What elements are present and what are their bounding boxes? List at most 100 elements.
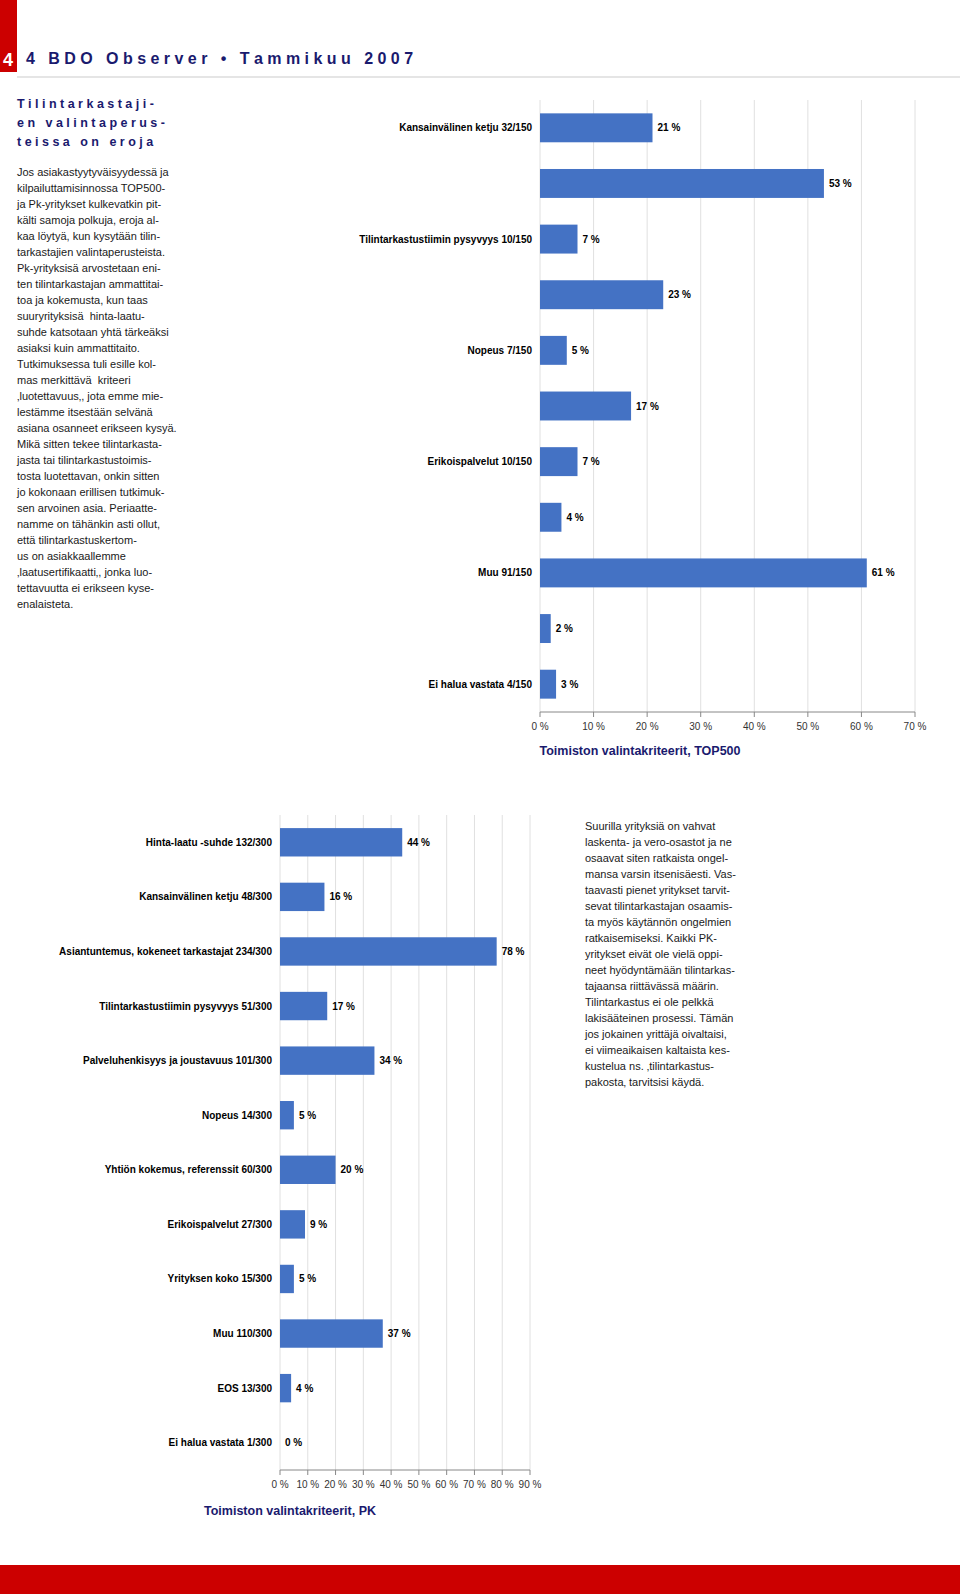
bar [540, 336, 567, 365]
x-axis-line [540, 712, 915, 713]
tick-mark [474, 1470, 475, 1475]
tick-label: 90 % [519, 1479, 542, 1490]
tick-label: 20 % [324, 1479, 347, 1490]
grid-line [391, 815, 392, 1470]
data-label: 78 % [502, 946, 525, 957]
tick-label: 60 % [435, 1479, 458, 1490]
grid-line [530, 815, 531, 1470]
category-label: Hinta-laatu -suhde 132/300 [146, 837, 273, 848]
data-label: 4 % [566, 512, 583, 523]
data-label: 9 % [310, 1219, 327, 1230]
bar [540, 169, 824, 198]
footer-bar [0, 1565, 960, 1594]
grid-line [418, 815, 419, 1470]
bar [540, 392, 631, 421]
grid-line [307, 815, 308, 1470]
left-body: Jos asiakastyytyväisyydessä jakilpailutt… [16, 166, 177, 610]
tick-mark [915, 712, 916, 717]
data-label: 4 % [296, 1383, 313, 1394]
bar [280, 1429, 281, 1457]
tick-mark [363, 1470, 364, 1475]
data-label: 17 % [636, 401, 659, 412]
left-title: t e i s s a o n e r o j a [17, 135, 154, 149]
tick-label: 10 % [582, 721, 605, 732]
bar [280, 1265, 294, 1293]
bar [540, 558, 867, 587]
data-label: 61 % [872, 567, 895, 578]
right-body: Suurilla yrityksiä on vahvatlaskenta- ja… [584, 820, 736, 1088]
tick-mark [307, 1470, 308, 1475]
bar [540, 447, 578, 476]
tick-label: 70 % [463, 1479, 486, 1490]
bar [540, 225, 578, 254]
data-label: 53 % [829, 178, 852, 189]
bar [540, 503, 561, 532]
tick-label: 40 % [743, 721, 766, 732]
category-label: EOS 13/300 [218, 1383, 273, 1394]
grid-line [861, 100, 862, 712]
tick-mark [502, 1470, 503, 1475]
bar [280, 1374, 291, 1402]
category-label: Kansainvälinen ketju 48/300 [139, 891, 272, 902]
tick-mark [391, 1470, 392, 1475]
data-label: 3 % [561, 679, 578, 690]
grid-line [502, 815, 503, 1470]
tick-mark [861, 712, 862, 717]
tick-mark [700, 712, 701, 717]
grid-line [280, 815, 281, 1470]
bar [540, 113, 653, 142]
tick-label: 10 % [296, 1479, 319, 1490]
category-label: Erikoispalvelut 10/150 [427, 456, 532, 467]
bar [280, 1046, 374, 1074]
tick-label: 50 % [796, 721, 819, 732]
bars [280, 828, 497, 1402]
data-label: 37 % [388, 1328, 411, 1339]
page: 44 B D O O b s e r v e r • T a m m i k u… [0, 0, 960, 1594]
tick-mark [807, 712, 808, 717]
tick-label: 0 % [271, 1479, 288, 1490]
tick-mark [647, 712, 648, 717]
data-label: 44 % [407, 837, 430, 848]
data-label: 5 % [572, 345, 589, 356]
grid-line [474, 815, 475, 1470]
tick-mark [530, 1470, 531, 1475]
category-label: Tilintarkastustiimin pysyvyys 10/150 [359, 234, 532, 245]
bar [540, 614, 551, 643]
data-label: 16 % [329, 891, 352, 902]
tick-label: 70 % [904, 721, 927, 732]
data-label: 23 % [668, 289, 691, 300]
category-label: Ei halua vastata 1/300 [169, 1437, 273, 1448]
bar [280, 883, 324, 911]
category-label: Nopeus 14/300 [202, 1110, 272, 1121]
tick-mark [418, 1470, 419, 1475]
left-title: e n v a l i n t a p e r u s - [17, 116, 165, 130]
bar [280, 1210, 305, 1238]
bar [280, 1319, 383, 1347]
chart-title: Toimiston valintakriteerit, PK [204, 1504, 376, 1518]
bar [540, 280, 663, 309]
left-title: T i l i n t a r k a s t a j i - [17, 97, 154, 111]
data-label: 7 % [583, 234, 600, 245]
grid-line [363, 815, 364, 1470]
category-label: Nopeus 7/150 [468, 345, 533, 356]
data-label: 5 % [299, 1273, 316, 1284]
bar [280, 992, 327, 1020]
data-label: 2 % [556, 623, 573, 634]
data-label: 34 % [379, 1055, 402, 1066]
tick-label: 60 % [850, 721, 873, 732]
tick-label: 20 % [636, 721, 659, 732]
bar-chart: 0 %10 %20 %30 %40 %50 %60 %70 %Kansainvä… [359, 100, 926, 758]
bar [280, 828, 402, 856]
tick-label: 50 % [407, 1479, 430, 1490]
bar [280, 1101, 294, 1129]
bar [280, 937, 497, 965]
category-label: Tilintarkastustiimin pysyvyys 51/300 [99, 1001, 272, 1012]
header-stripe [0, 0, 17, 72]
data-label: 7 % [583, 456, 600, 467]
tick-label: 80 % [491, 1479, 514, 1490]
category-label: Asiantuntemus, kokeneet tarkastajat 234/… [59, 946, 272, 957]
header-separator [17, 77, 960, 78]
grid-line [915, 100, 916, 712]
grid-line [335, 815, 336, 1470]
tick-label: 30 % [689, 721, 712, 732]
